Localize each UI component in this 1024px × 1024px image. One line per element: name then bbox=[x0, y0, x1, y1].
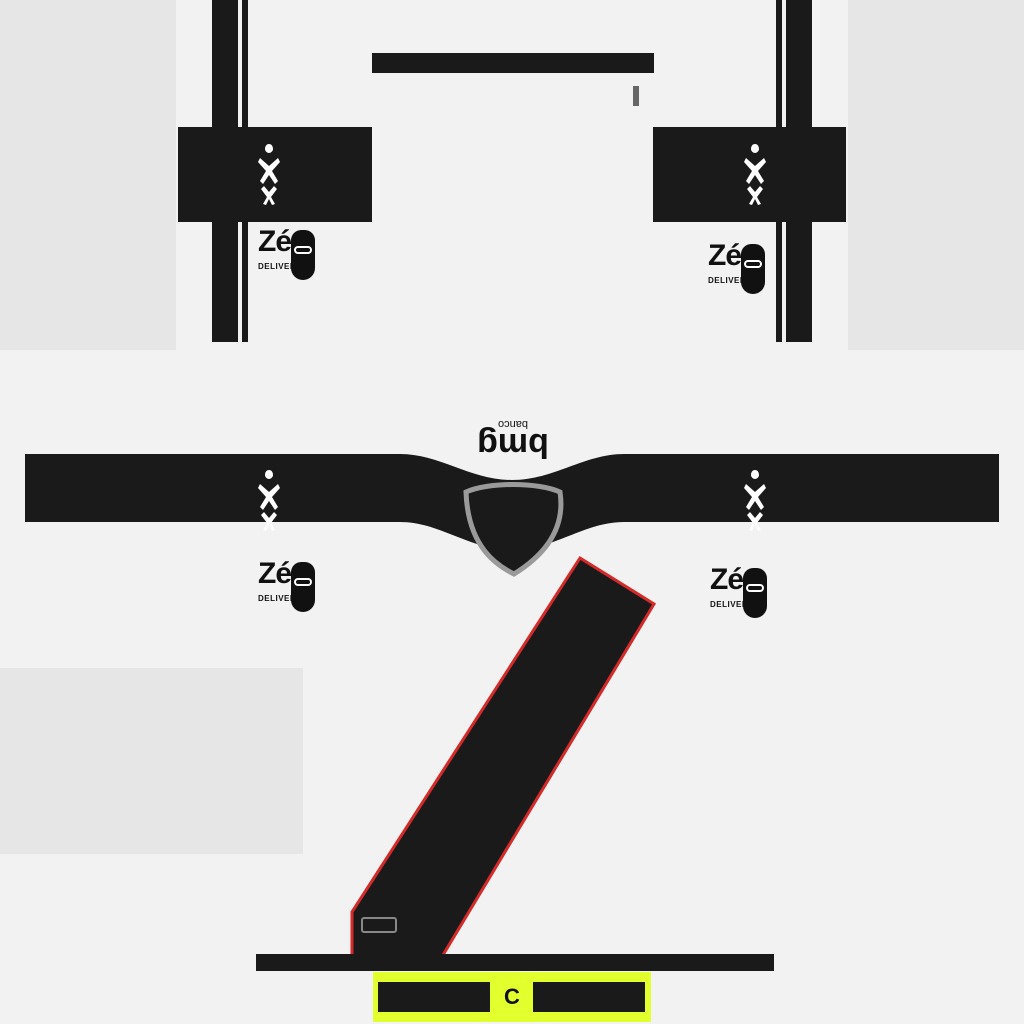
sponsor-sub: DELIVERY bbox=[258, 262, 302, 271]
sponsor-sub: DELIVERY bbox=[258, 594, 302, 603]
kappa-logo-icon bbox=[744, 144, 766, 205]
captain-armband: C bbox=[373, 972, 651, 1022]
kappa-logo-icon bbox=[744, 470, 766, 531]
secondary-sponsor-logo: Zé DELIVERY bbox=[258, 557, 318, 620]
size-label bbox=[633, 86, 639, 106]
secondary-sponsor-logo: Zé DELIVERY bbox=[710, 563, 770, 626]
template-panel-top-right bbox=[848, 0, 1024, 350]
kappa-logo-icon bbox=[258, 144, 280, 205]
kappa-logo-icon bbox=[258, 470, 280, 531]
sponsor-sub: DELIVERY bbox=[710, 600, 754, 609]
face-logo-icon bbox=[291, 230, 315, 280]
template-panel-bottom-left bbox=[0, 668, 303, 854]
face-logo-icon bbox=[743, 568, 767, 618]
armband-inner-left bbox=[378, 982, 490, 1012]
sleeve-band-right bbox=[653, 127, 846, 222]
sleeve-band-left bbox=[178, 127, 372, 222]
diagonal-sash bbox=[350, 555, 657, 962]
face-logo-icon bbox=[741, 244, 765, 294]
sponsor-name: Zé bbox=[708, 239, 742, 272]
sponsor-name: Zé bbox=[258, 557, 292, 590]
crest-icon bbox=[463, 482, 564, 577]
armband-letter-box: C bbox=[494, 980, 530, 1014]
template-panel-top-left bbox=[0, 0, 176, 350]
sponsor-name: Zé bbox=[710, 563, 744, 596]
secondary-sponsor-logo: Zé DELIVERY bbox=[708, 239, 768, 302]
face-logo-icon bbox=[291, 562, 315, 612]
secondary-sponsor-logo: Zé DELIVERY bbox=[258, 225, 318, 288]
captain-letter: C bbox=[504, 984, 520, 1009]
collar-band bbox=[372, 53, 654, 73]
hem-band bbox=[256, 954, 774, 971]
main-sponsor-sub: banco bbox=[498, 418, 528, 430]
armband-inner-right bbox=[533, 982, 645, 1012]
sponsor-name: Zé bbox=[258, 225, 292, 258]
sponsor-sub: DELIVERY bbox=[708, 276, 752, 285]
